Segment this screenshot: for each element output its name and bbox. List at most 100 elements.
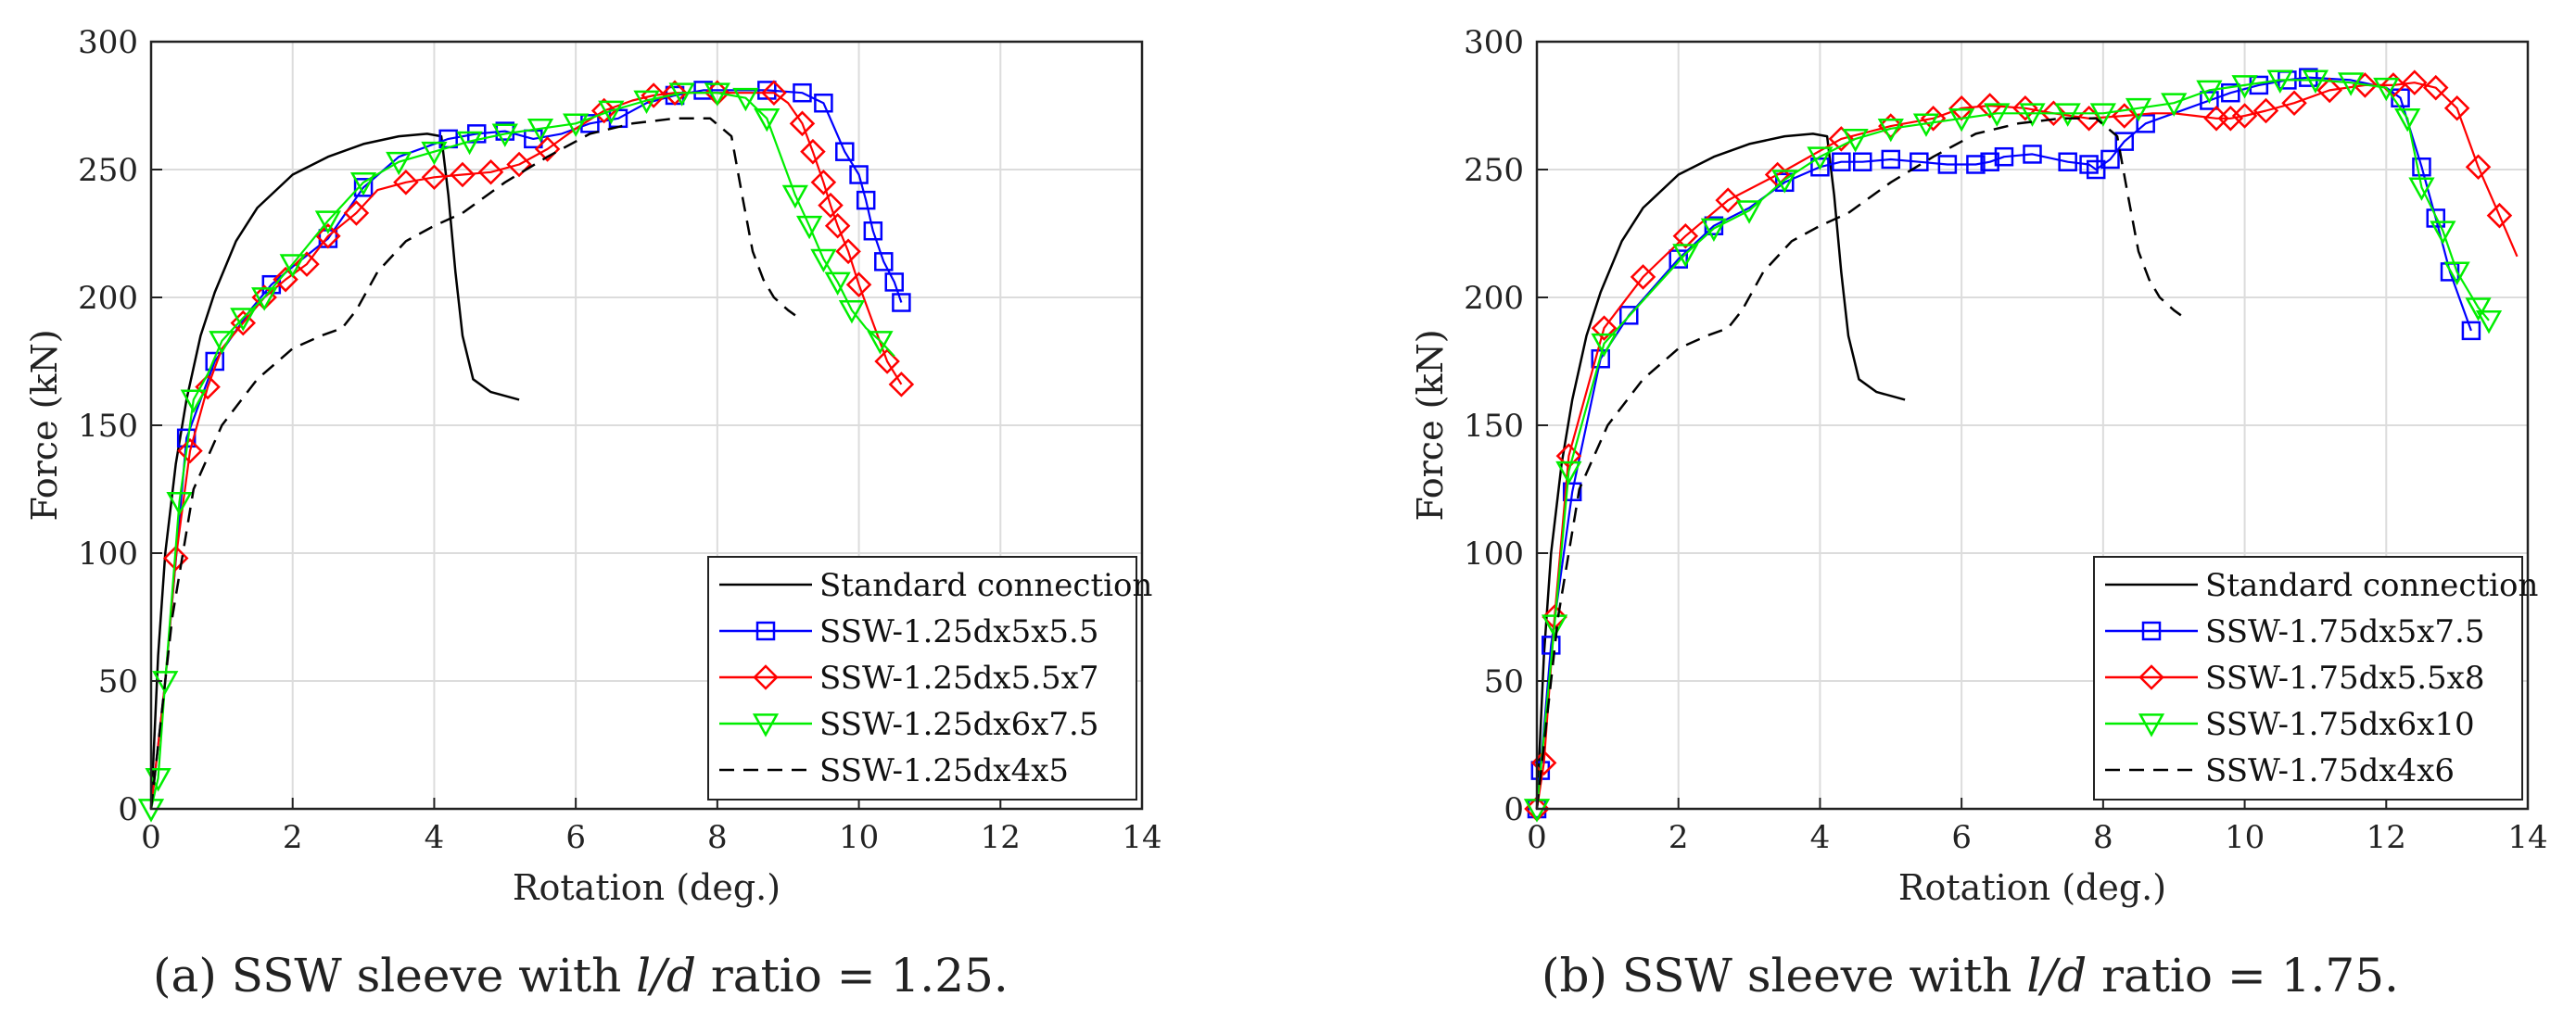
data-point [888,372,915,397]
data-point [491,123,518,147]
caption-text: SSW sleeve with [1622,949,2026,1002]
data-point [477,158,504,185]
data-point [704,82,730,107]
series-line [1535,79,2490,810]
data-point [2125,97,2152,122]
data-point [856,190,876,210]
data-point [824,212,851,239]
caption-ratio-var: l/d [2026,949,2087,1002]
data-point [2231,75,2258,99]
data-point [2217,106,2244,132]
data-point [2086,159,2106,180]
data-point [800,138,826,165]
data-point [1591,333,1618,358]
data-point [2114,132,2135,151]
data-point [1591,315,1618,341]
data-point [2161,93,2188,117]
data-point [2465,154,2492,181]
series-line [1535,76,2472,810]
data-point [2196,80,2223,105]
data-point [590,97,617,124]
data-point [761,80,787,106]
x-tick-label: 4 [1810,819,1831,856]
legend: Standard connection SSW-1.75dx5x7.5 SSW-1.… [2093,556,2538,801]
data-point [818,192,844,219]
data-point [2252,97,2279,124]
data-point [1555,460,1582,485]
data-point [1878,113,1904,139]
data-point [2302,69,2329,94]
legend-label: SSW-1.25dx6x7.5 [819,706,1098,743]
data-point [2422,74,2449,101]
data-point [166,491,193,516]
data-point [2402,69,2428,95]
legend-item: SSW-1.25dx5.5x7 [719,660,1098,697]
data-point [2221,82,2240,103]
data-point [2443,95,2470,121]
data-point [1700,218,1728,243]
data-point [2266,69,2293,94]
data-point [795,215,823,240]
data-point [294,251,320,277]
data-point [343,200,370,226]
legend-label: Standard connection [2205,567,2538,604]
data-point [2430,221,2456,245]
data-point [1735,200,1763,224]
figure-caption: (a) SSW sleeve with l/d ratio = 1.25. [153,949,1009,1002]
legend-item: SSW-1.75dx4x6 [2105,752,2455,789]
legend-marker [2138,713,2165,738]
legend-marker [753,664,779,690]
legend-marker [755,621,776,641]
data-point [867,331,894,355]
data-point [2486,202,2513,229]
data-point [534,136,561,162]
y-tick-label: 200 [78,280,138,317]
data-point [1842,129,1869,153]
data-point [177,437,203,464]
data-point [874,252,894,271]
data-point [1881,149,1901,170]
data-point [1910,152,1929,171]
legend-marker [2138,664,2164,690]
data-point [1672,222,1699,249]
data-point [1828,126,1855,152]
data-point [892,293,911,312]
x-tick-label: 6 [1951,819,1972,856]
data-point [506,151,532,178]
legend-item: SSW-1.75dx5x7.5 [2105,613,2484,650]
data-point [2023,145,2042,164]
data-point [251,287,278,311]
data-point [662,80,688,106]
data-point [1555,443,1582,469]
data-point [421,141,448,166]
x-tick-label: 12 [981,819,1021,856]
data-point [450,161,476,188]
data-point [2475,309,2503,334]
data-point [874,348,900,374]
caption-ratio-text: ratio = 1.25. [696,949,1009,1002]
data-point [393,170,419,195]
y-tick-label: 300 [78,24,138,61]
data-point [2299,68,2318,87]
data-point [1984,103,2011,127]
data-point [1980,152,1999,171]
data-point [884,272,904,292]
caption-ratio-var: l/d [636,949,696,1002]
data-point [2231,103,2258,129]
data-point [145,768,171,792]
data-point [793,82,812,103]
y-tick-label: 250 [1464,152,1524,189]
y-tick-label: 250 [78,152,138,189]
data-point [2054,103,2081,127]
series-SSW-1.25dx4x5 [149,117,796,810]
data-point [2281,90,2307,117]
data-point [849,165,869,184]
x-axis-label: Rotation (deg.) [513,867,780,908]
data-point [2412,157,2431,177]
y-tick-label: 0 [1504,791,1524,828]
y-axis-label: Force (kN) [1410,329,1451,521]
data-point [2136,114,2155,133]
series-line [1535,117,2182,810]
y-tick-label: 100 [78,536,138,573]
